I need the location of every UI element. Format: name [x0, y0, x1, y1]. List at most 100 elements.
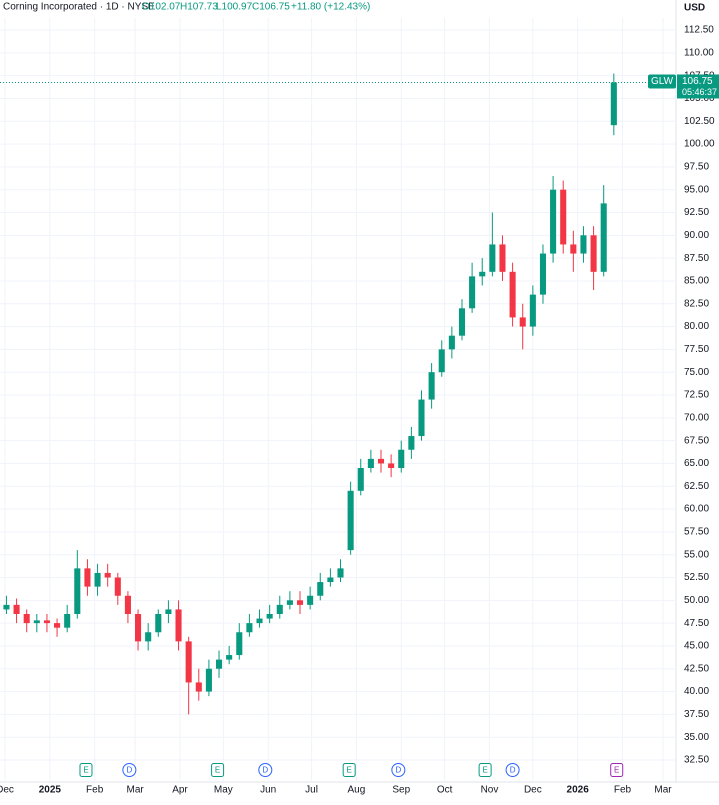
symbol-title: Corning Incorporated · 1D · NYSE	[3, 2, 155, 13]
event-marker	[122, 763, 137, 777]
y-tick-label: 77.50	[684, 344, 709, 355]
candle-body	[185, 641, 192, 683]
event-marker	[610, 763, 624, 777]
price-tag-countdown: 05:46:37	[682, 87, 717, 97]
y-tick-label: 67.50	[684, 435, 709, 446]
y-tick-label: 85.00	[684, 276, 709, 287]
candle-body	[327, 577, 334, 583]
x-tick-label: Dec	[0, 785, 14, 796]
candle-body	[94, 572, 101, 587]
candle-body	[13, 604, 20, 614]
x-tick-label: Dec	[524, 785, 542, 796]
candle-body	[610, 82, 617, 126]
candle-body	[337, 568, 344, 578]
x-tick-label: Sep	[392, 785, 410, 796]
candle-body	[33, 620, 40, 624]
y-tick-label: 35.00	[684, 732, 709, 743]
candle-body	[550, 189, 557, 254]
candle-body	[43, 620, 50, 624]
event-label: D	[126, 766, 132, 775]
candle-body	[256, 618, 263, 624]
candle-body	[489, 244, 496, 272]
candle-body	[114, 577, 121, 596]
candle-body	[448, 335, 455, 350]
candle-body	[408, 436, 415, 450]
y-tick-label: 40.00	[684, 686, 709, 697]
price-tag-symbol: GLW	[651, 76, 674, 87]
candle-body	[418, 399, 425, 437]
price-tag	[648, 74, 676, 89]
y-tick-label: 80.00	[684, 321, 709, 332]
x-tick-label: Jul	[305, 785, 318, 796]
candle-body	[276, 604, 283, 614]
candle-body	[145, 632, 152, 642]
candle-body	[54, 623, 61, 628]
x-tick-label: Feb	[614, 785, 632, 796]
candle-body	[479, 271, 486, 277]
y-tick-label: 70.00	[684, 412, 709, 423]
candle-body	[3, 604, 10, 610]
event-marker	[478, 763, 492, 777]
candle-body	[74, 568, 81, 614]
x-tick-label: Mar	[654, 785, 672, 796]
candle-body	[135, 614, 142, 642]
y-tick-label: 57.50	[684, 527, 709, 538]
candle-body	[469, 276, 476, 309]
event-label: D	[262, 766, 268, 775]
candle-body	[124, 595, 131, 614]
event-label: D	[395, 766, 401, 775]
y-tick-label: 60.00	[684, 504, 709, 515]
x-tick-label: Jun	[260, 785, 276, 796]
candle-body	[580, 235, 587, 254]
candle-body	[519, 317, 526, 327]
candle-body	[307, 595, 314, 605]
candle-body	[215, 659, 223, 669]
candle-body	[377, 458, 385, 464]
candle-body	[104, 572, 111, 578]
y-tick-label: 50.00	[684, 595, 709, 606]
y-tick-label: 45.00	[684, 641, 709, 652]
y-tick-label: 82.50	[684, 298, 709, 309]
candle-body	[367, 458, 374, 468]
candle-body	[398, 449, 405, 468]
candle-body	[64, 614, 71, 628]
candle-body	[23, 614, 30, 624]
candle-body	[84, 568, 91, 587]
candle-body	[286, 600, 293, 605]
x-tick-label: Apr	[172, 785, 188, 796]
candle-body	[226, 655, 233, 660]
candle-body	[590, 235, 597, 272]
event-marker	[391, 763, 406, 777]
y-tick-label: 65.00	[684, 458, 709, 469]
candle-body	[266, 614, 273, 619]
event-marker	[258, 763, 273, 777]
event-label: E	[482, 766, 487, 775]
y-tick-label: 100.00	[684, 139, 715, 150]
candle-body	[539, 253, 547, 295]
candle-body	[560, 189, 567, 245]
candle-body	[499, 244, 506, 272]
candle-body	[175, 609, 182, 642]
candle-body	[458, 308, 466, 336]
y-tick-label: 97.50	[684, 162, 709, 173]
price-tag-value-bg	[677, 74, 719, 99]
y-tick-label: 90.00	[684, 230, 709, 241]
candle-body	[195, 682, 202, 692]
y-tick-label: 87.50	[684, 253, 709, 264]
event-marker	[342, 763, 356, 777]
candle-body	[236, 632, 243, 656]
y-tick-label: 112.50	[684, 25, 714, 36]
candle-body	[296, 600, 304, 605]
event-marker	[79, 763, 93, 777]
x-tick-label: 2025	[39, 785, 62, 796]
x-tick-label: Aug	[348, 785, 366, 796]
close-value: C106.75	[252, 2, 290, 13]
change-value: +11.80 (+12.43%)	[291, 2, 370, 13]
x-tick-label: Mar	[127, 785, 145, 796]
event-label: E	[215, 766, 220, 775]
event-label: E	[614, 766, 619, 775]
currency: USD	[684, 3, 705, 14]
y-tick-label: 55.00	[684, 549, 709, 560]
